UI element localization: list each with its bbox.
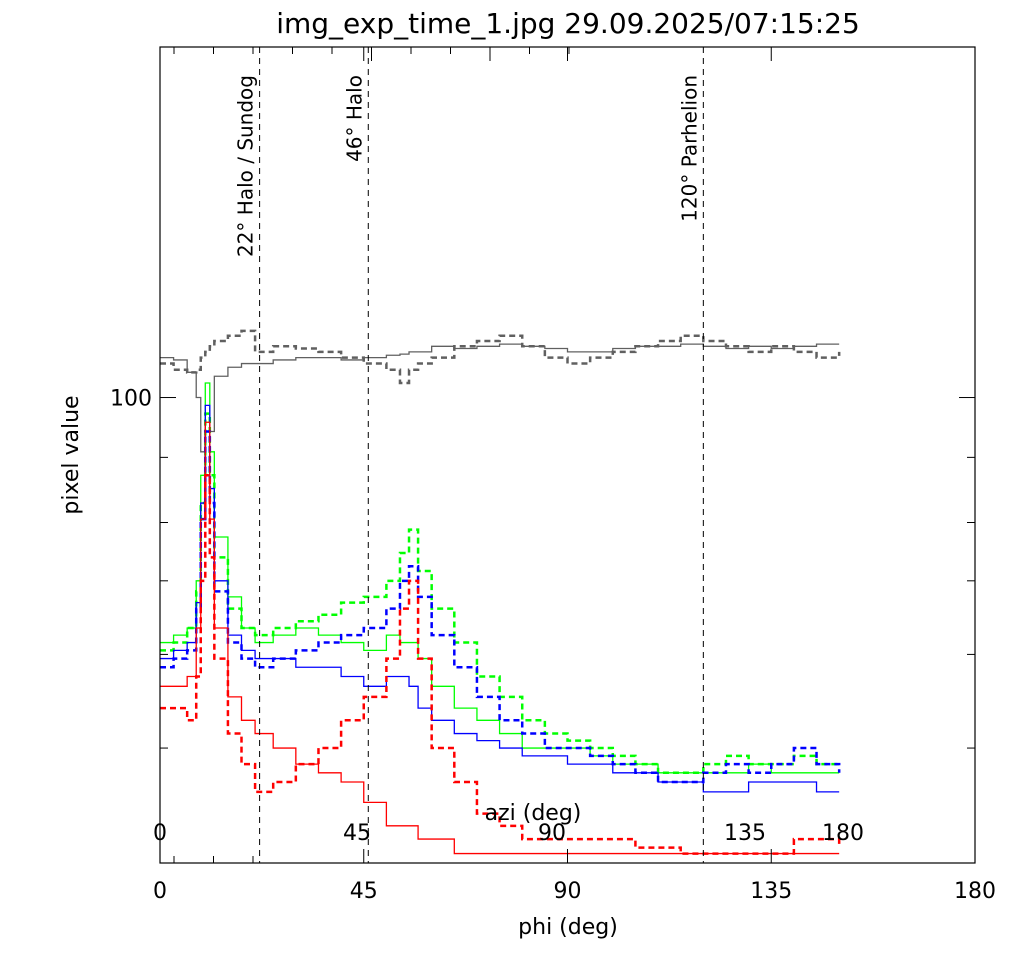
chart-title: img_exp_time_1.jpg 29.09.2025/07:15:25 (276, 7, 860, 40)
marker-layer: 22° Halo / Sundog 46° Halo 120° Parhelion (234, 47, 704, 863)
secondary-axis-label: azi (deg) (485, 801, 582, 826)
series-green-dashed (160, 412, 840, 775)
plot-frame (159, 46, 976, 864)
y-axis-label: pixel value (59, 395, 84, 514)
series-blue-dashed (160, 430, 841, 784)
x-tick-label: 135 (750, 879, 792, 904)
secondary-tick-label: 90 (538, 821, 566, 846)
series-red-dashed (160, 474, 841, 855)
x-tick-label: 45 (350, 879, 378, 904)
x-tick-label: 180 (954, 879, 996, 904)
series-red-solid (160, 421, 840, 855)
series-layer (160, 329, 841, 855)
marker-label: 120° Parhelion (677, 75, 701, 222)
x-tick-label: 90 (554, 879, 582, 904)
x-tick-label: 0 (153, 879, 167, 904)
x-axis-label: phi (deg) (518, 915, 618, 940)
secondary-tick-label: 180 (822, 821, 864, 846)
series-gray-dashed (160, 329, 841, 385)
y-tick-label: 100 (110, 387, 152, 412)
marker-label: 22° Halo / Sundog (234, 75, 258, 257)
secondary-tick-label: 0 (153, 821, 167, 846)
series-gray-solid (160, 343, 840, 476)
secondary-axis-ticks: 0 45 90 135 180 (153, 821, 864, 846)
secondary-tick-label: 45 (343, 821, 371, 846)
axis-layer: 0 45 90 135 180 100 (110, 46, 996, 904)
marker-label: 46° Halo (342, 75, 366, 162)
secondary-tick-label: 135 (724, 821, 766, 846)
